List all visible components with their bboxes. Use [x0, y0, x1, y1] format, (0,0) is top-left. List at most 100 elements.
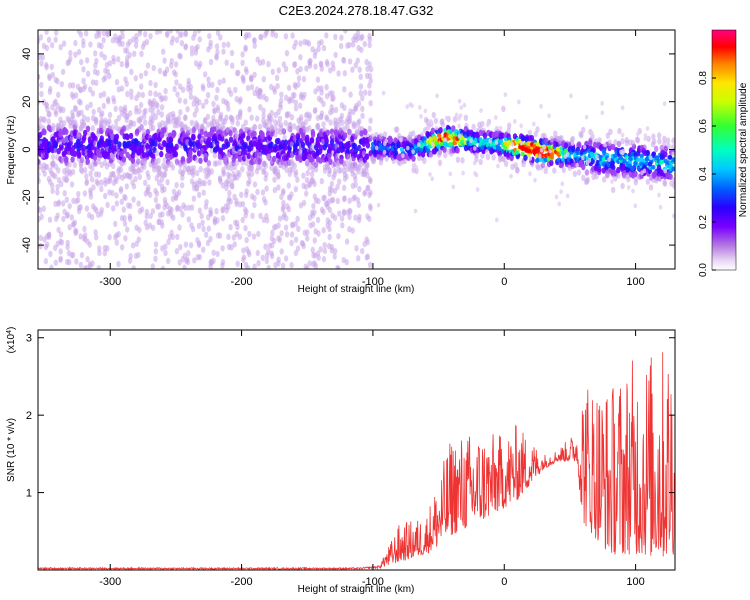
spectrogram-cell: [148, 149, 153, 156]
spectrogram-cell: [411, 163, 416, 168]
spectrogram-cell: [122, 215, 127, 222]
spectrogram-cell: [353, 214, 358, 221]
spectrogram-cell: [540, 133, 545, 140]
spectrogram-cell: [367, 125, 372, 132]
spectrogram-cell: [355, 196, 360, 204]
spectrogram-cell: [337, 178, 342, 185]
spectrogram-cell: [332, 168, 338, 175]
spectrogram-cell: [662, 101, 667, 106]
spectrogram-cell: [261, 112, 266, 120]
spectrogram-cell: [454, 112, 459, 118]
snr-x-axis-label: Height of straight line (km): [298, 584, 415, 595]
spectrogram-cell: [183, 98, 188, 105]
spectrogram-cell: [356, 100, 362, 107]
spectrogram-cell: [532, 121, 536, 127]
spectrogram-cell: [321, 194, 326, 202]
spectrogram-cell: [90, 125, 96, 132]
spectrogram-cell: [611, 143, 616, 151]
spectrogram-y-axis-label: Frequency (Hz): [6, 116, 17, 185]
spectrogram-cell: [69, 181, 75, 188]
spectrogram-cell: [54, 30, 59, 36]
spectrogram-cell: [402, 157, 408, 165]
spectrogram-cell: [189, 50, 195, 57]
spectrogram-cell: [195, 169, 200, 177]
spectrogram-cell: [381, 90, 386, 96]
spectrogram-cell: [648, 184, 654, 191]
spectrogram-cell: [436, 144, 441, 150]
spectrogram-cell: [56, 226, 61, 234]
spectrogram-cell: [90, 90, 96, 97]
spectrogram-cell: [277, 215, 283, 222]
spectrogram-cell: [436, 151, 442, 158]
spectrogram-cell: [383, 141, 387, 147]
spectrogram-cell: [600, 110, 605, 116]
spectrogram-cell: [312, 52, 318, 59]
spectrogram-cell: [129, 68, 134, 76]
spectrogram-cell: [162, 57, 167, 64]
spectrogram-cell: [251, 233, 257, 240]
spectrogram-cell: [252, 140, 257, 147]
spectrogram-cell: [626, 185, 631, 190]
spectrogram-cell: [557, 201, 561, 207]
spectrogram-cell: [413, 208, 418, 214]
snr-y-multiplier: (x104): [6, 327, 18, 354]
spectrogram-cell: [163, 95, 168, 102]
spectrogram-cell: [50, 187, 55, 195]
spectrogram-cell: [116, 260, 121, 268]
spectrogram-cell: [440, 118, 445, 125]
spectrogram-cell: [489, 148, 494, 155]
spectrogram-cell: [102, 250, 108, 257]
spectrogram-cell: [514, 150, 520, 156]
spectrogram-cell: [307, 260, 312, 267]
spectrogram-cell: [156, 203, 161, 210]
spectrogram-cell: [360, 95, 365, 102]
spectrogram-cell: [642, 144, 647, 151]
spectrogram-cell: [85, 125, 91, 132]
spectrogram-cell: [255, 115, 260, 122]
spectrogram-cell: [111, 58, 117, 65]
spectrogram-cell: [444, 115, 449, 121]
spectrogram-cell: [305, 235, 310, 242]
spectrogram-cell: [645, 150, 650, 157]
spectrogram-cell: [138, 101, 144, 109]
spectrogram-cell: [200, 219, 205, 227]
spectrogram-cell: [202, 117, 208, 125]
spectrogram-cell: [353, 147, 358, 154]
spectrogram-cell: [272, 224, 277, 231]
spectrogram-cell: [347, 118, 352, 125]
spectrogram-x-tick-label: 0: [501, 276, 507, 288]
spectrogram-cell: [151, 64, 156, 72]
spectrogram-cell: [47, 216, 53, 223]
spectrogram-cell: [111, 95, 116, 102]
spectrogram-cell: [197, 207, 202, 214]
spectrogram-cell: [358, 157, 364, 165]
spectrogram-cell: [224, 59, 229, 66]
spectrogram-cell: [208, 235, 213, 243]
spectrogram-cell: [430, 176, 435, 182]
spectrogram-cell: [269, 123, 274, 130]
spectrogram-cell: [165, 31, 170, 39]
spectrogram-cell: [264, 171, 269, 178]
spectrogram-cell: [113, 105, 118, 113]
spectrogram-cell: [305, 229, 310, 236]
spectrogram-cell: [88, 41, 93, 48]
spectrogram-cell: [230, 62, 235, 69]
spectrogram-cell: [153, 113, 158, 121]
spectrogram-cell: [244, 236, 249, 244]
spectrogram-cell: [177, 83, 183, 90]
spectrogram-cell: [123, 235, 128, 242]
spectrogram-cell: [371, 156, 377, 163]
spectrogram-cell: [395, 126, 400, 133]
spectrogram-cell: [327, 206, 333, 214]
spectrogram-cell: [48, 250, 53, 258]
spectrogram-cell: [183, 204, 188, 211]
spectrogram-cell: [58, 248, 63, 255]
spectrogram-cell: [55, 78, 60, 85]
spectrogram-cell: [382, 131, 388, 138]
spectrogram-cell: [90, 79, 96, 86]
spectrogram-cell: [479, 108, 483, 113]
spectrogram-cell: [211, 257, 216, 264]
spectrogram-cell: [589, 151, 595, 157]
spectrogram-cell: [143, 119, 148, 126]
spectrogram-cell: [255, 188, 260, 196]
